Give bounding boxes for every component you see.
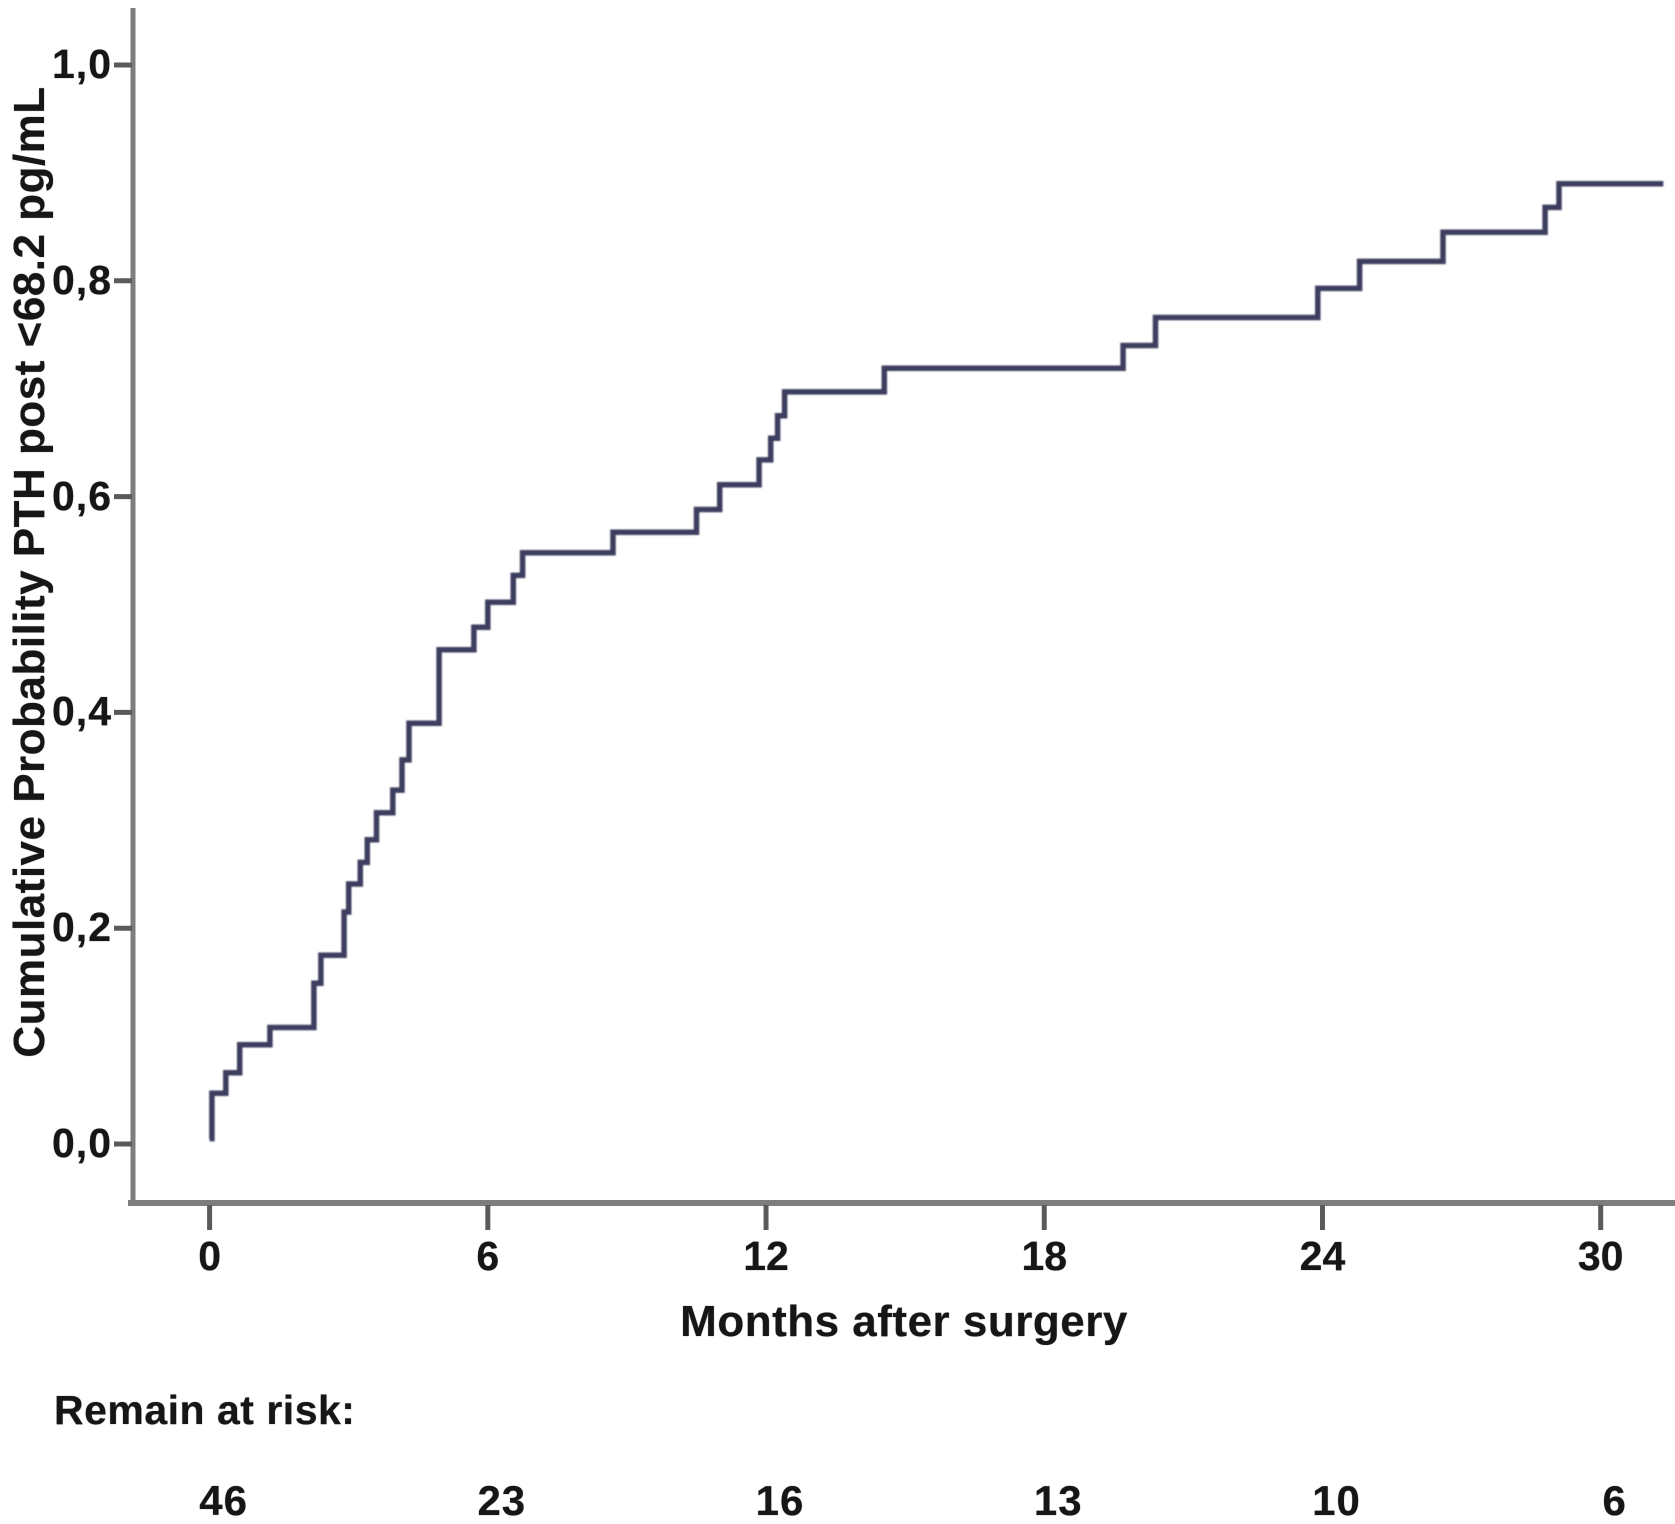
risk-count: 46: [199, 1477, 248, 1524]
risk-count: 16: [755, 1477, 805, 1524]
survival-curve-path: [209, 180, 1664, 1142]
x-tick-label: 12: [743, 1233, 789, 1279]
risk-table-label: Remain at risk:: [54, 1387, 356, 1433]
y-tick-label: 0,0: [52, 1120, 112, 1166]
survival-step-curve: [209, 180, 1664, 1142]
x-tick-label: 24: [1299, 1233, 1346, 1279]
y-tick-label: 1,0: [52, 41, 112, 87]
x-axis-title: Months after surgery: [680, 1297, 1128, 1346]
x-tick-label: 0: [198, 1233, 221, 1279]
y-tick-label: 0,6: [52, 472, 112, 519]
axes: [128, 8, 1675, 1206]
x-tick-label: 18: [1021, 1233, 1068, 1279]
risk-count: 6: [1602, 1477, 1627, 1524]
risk-count: 23: [477, 1477, 527, 1524]
y-tick-label: 0,4: [52, 688, 112, 735]
y-tick-label: 0,2: [52, 904, 112, 951]
x-tick-label: 6: [476, 1233, 500, 1279]
y-tick-label: 0,8: [52, 256, 112, 303]
tick-marks: [114, 62, 1604, 1230]
x-tick-label: 30: [1577, 1233, 1624, 1279]
risk-count: 10: [1312, 1477, 1361, 1524]
risk-count: 13: [1033, 1477, 1083, 1524]
